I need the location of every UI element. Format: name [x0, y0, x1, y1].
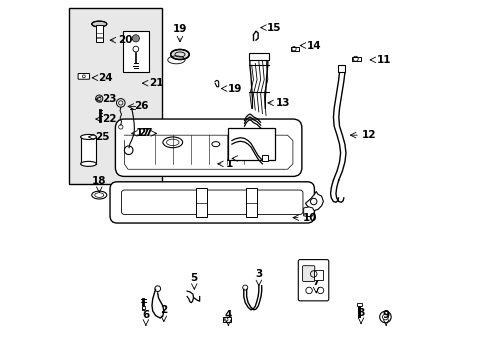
- Bar: [290, 46, 298, 51]
- Text: 19: 19: [172, 24, 187, 34]
- Text: 13: 13: [276, 98, 290, 108]
- Bar: [246, 188, 257, 217]
- Text: 14: 14: [306, 41, 321, 50]
- Text: 11: 11: [376, 55, 390, 65]
- Bar: [337, 64, 344, 72]
- Text: 5: 5: [190, 273, 198, 283]
- Bar: [122, 31, 149, 72]
- FancyBboxPatch shape: [298, 260, 328, 301]
- Ellipse shape: [81, 161, 96, 166]
- Text: 2: 2: [160, 305, 167, 315]
- Bar: [262, 155, 267, 161]
- Text: 9: 9: [382, 310, 389, 320]
- FancyBboxPatch shape: [302, 266, 314, 282]
- Text: 15: 15: [266, 23, 281, 33]
- Ellipse shape: [92, 21, 106, 27]
- Polygon shape: [303, 207, 314, 217]
- Bar: [249, 53, 268, 60]
- Text: 1: 1: [225, 159, 233, 169]
- FancyBboxPatch shape: [121, 190, 303, 215]
- Bar: [228, 128, 274, 160]
- Text: 21: 21: [148, 78, 163, 88]
- Bar: [142, 306, 145, 309]
- Text: 18: 18: [92, 176, 106, 186]
- FancyBboxPatch shape: [110, 182, 314, 223]
- Text: 4: 4: [224, 310, 232, 320]
- Ellipse shape: [81, 134, 96, 139]
- Text: 6: 6: [142, 310, 149, 320]
- Text: 8: 8: [357, 308, 364, 318]
- Bar: [356, 303, 361, 306]
- Text: 12: 12: [362, 130, 376, 140]
- Text: 23: 23: [102, 94, 117, 104]
- Text: 25: 25: [95, 132, 109, 142]
- Bar: [69, 8, 162, 184]
- Bar: [314, 270, 323, 280]
- Bar: [96, 25, 102, 42]
- Text: 7: 7: [312, 276, 319, 287]
- Text: 24: 24: [99, 73, 113, 83]
- Polygon shape: [305, 192, 323, 211]
- Text: 16: 16: [238, 153, 252, 163]
- FancyBboxPatch shape: [115, 119, 301, 176]
- Bar: [81, 137, 96, 164]
- Text: 19: 19: [227, 84, 242, 94]
- Ellipse shape: [92, 191, 106, 199]
- Ellipse shape: [170, 49, 189, 59]
- Text: 3: 3: [255, 269, 262, 279]
- Text: 20: 20: [118, 35, 133, 45]
- Bar: [196, 188, 206, 217]
- Bar: [351, 57, 360, 61]
- Text: 17: 17: [135, 129, 150, 138]
- Text: 22: 22: [102, 114, 117, 124]
- Text: 10: 10: [303, 213, 317, 222]
- Text: 26: 26: [134, 102, 149, 112]
- Bar: [223, 318, 230, 321]
- Text: 27: 27: [138, 129, 152, 138]
- Circle shape: [132, 35, 139, 42]
- FancyBboxPatch shape: [78, 73, 89, 79]
